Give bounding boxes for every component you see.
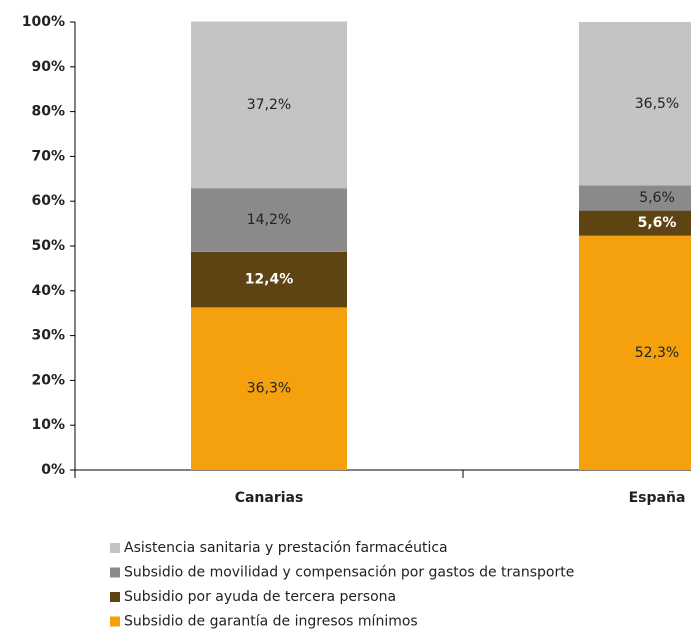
legend-label: Subsidio de movilidad y compensación por… bbox=[124, 565, 574, 581]
bar-segment bbox=[191, 251, 347, 308]
y-tick-label: 60% bbox=[31, 193, 65, 209]
bar-segment bbox=[579, 185, 691, 211]
bar-segment bbox=[191, 188, 347, 252]
bar-segment bbox=[191, 307, 347, 470]
y-tick-label: 100% bbox=[22, 14, 65, 30]
value-label: 36,5% bbox=[635, 96, 679, 112]
value-label: 37,2% bbox=[247, 97, 291, 113]
legend-swatch bbox=[110, 592, 120, 602]
legend-label: Subsidio de garantía de ingresos mínimos bbox=[124, 614, 418, 630]
bar-segment bbox=[579, 22, 691, 186]
y-tick-label: 80% bbox=[31, 104, 65, 120]
legend-swatch bbox=[110, 543, 120, 553]
bar-segment bbox=[579, 210, 691, 236]
legend-label: Subsidio por ayuda de tercera persona bbox=[124, 589, 396, 605]
legend-label: Asistencia sanitaria y prestación farmac… bbox=[124, 540, 448, 556]
value-label: 12,4% bbox=[245, 272, 294, 288]
y-tick-label: 90% bbox=[31, 59, 65, 75]
y-tick-label: 20% bbox=[31, 372, 65, 388]
legend-swatch bbox=[110, 616, 120, 627]
y-tick-label: 10% bbox=[31, 417, 65, 433]
bar-segment bbox=[191, 21, 347, 189]
legend-swatch bbox=[110, 567, 120, 578]
y-tick-label: 70% bbox=[31, 148, 65, 164]
x-tick-label: España bbox=[629, 490, 686, 506]
x-tick-label: Canarias bbox=[235, 490, 304, 506]
y-tick-label: 50% bbox=[31, 238, 65, 254]
value-label: 14,2% bbox=[247, 212, 291, 228]
value-label: 5,6% bbox=[638, 215, 677, 231]
value-label: 5,6% bbox=[639, 190, 675, 206]
value-label: 52,3% bbox=[635, 345, 679, 361]
bar-segment bbox=[579, 235, 691, 470]
value-label: 36,3% bbox=[247, 381, 291, 397]
y-tick-label: 0% bbox=[41, 462, 65, 478]
y-tick-label: 40% bbox=[31, 283, 65, 299]
y-tick-label: 30% bbox=[31, 328, 65, 344]
